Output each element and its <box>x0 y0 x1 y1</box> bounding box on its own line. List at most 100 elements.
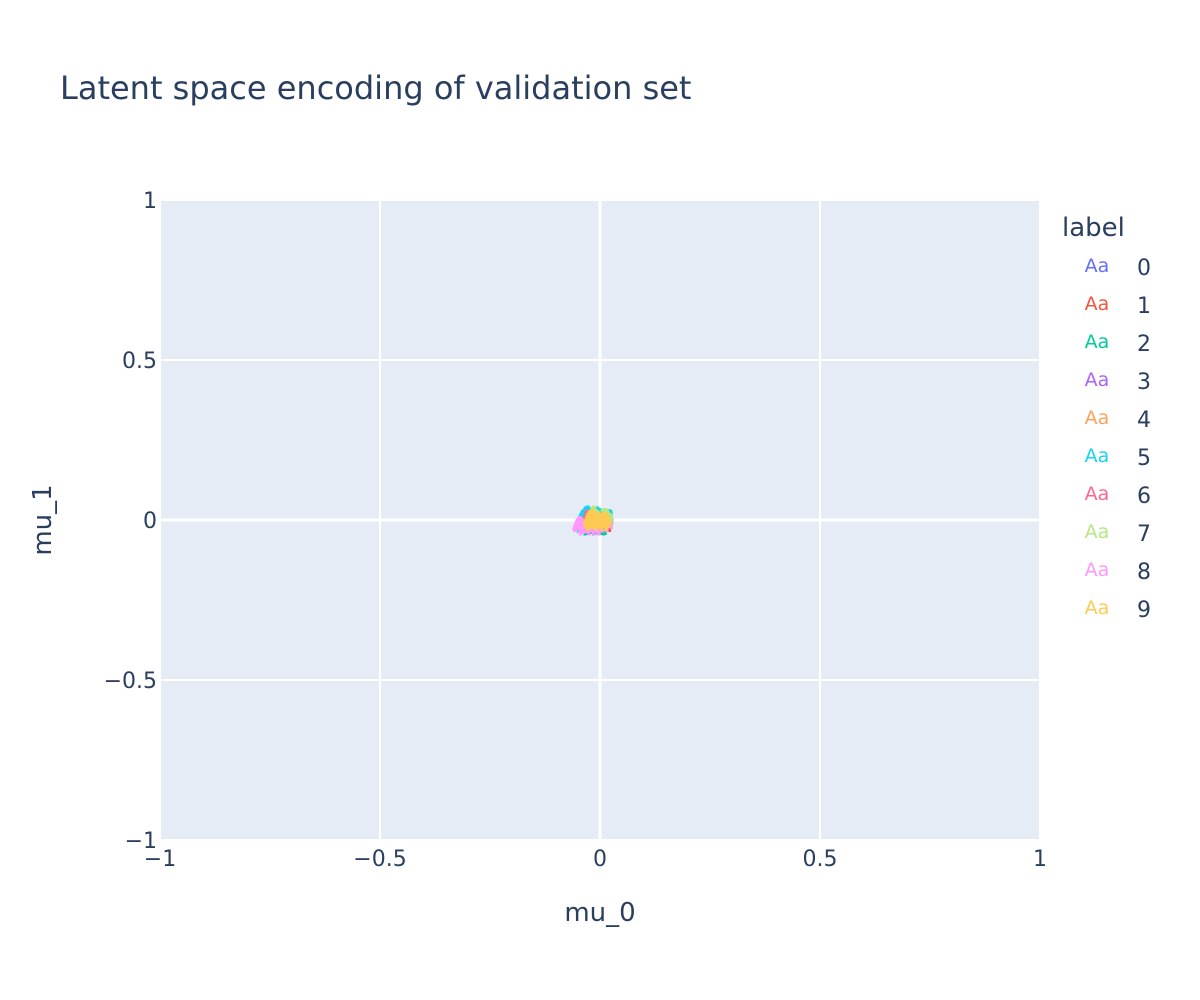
x-tick-label: −0.5 <box>353 847 406 872</box>
data-point-label-8: Aa <box>591 514 614 533</box>
legend-item-4[interactable]: Aa 4 <box>1085 407 1151 433</box>
legend-item-2[interactable]: Aa 2 <box>1085 331 1151 357</box>
data-point-label-7: Aa <box>588 502 611 521</box>
data-point-label-9: Aa <box>584 507 607 526</box>
data-point-label-9: Aa <box>588 513 611 532</box>
data-point-label-6: Aa <box>581 506 604 525</box>
legend-item-6[interactable]: Aa 6 <box>1085 483 1151 509</box>
data-point-label-6: Aa <box>583 508 606 527</box>
legend-label: 2 <box>1137 332 1151 357</box>
data-point-label-8: Aa <box>587 517 610 536</box>
data-point-label-4: Aa <box>589 509 612 528</box>
data-point-label-3: Aa <box>580 511 603 530</box>
data-point-label-0: Aa <box>585 506 608 525</box>
legend-item-8[interactable]: Aa 8 <box>1085 559 1151 585</box>
data-point-label-1: Aa <box>588 514 611 533</box>
data-point-label-8: Aa <box>573 517 596 536</box>
data-point-label-8: Aa <box>572 515 595 534</box>
data-point-label-9: Aa <box>587 507 610 526</box>
data-point-label-9: Aa <box>588 506 611 525</box>
data-point-label-3: Aa <box>579 508 602 527</box>
y-tick-label: 0 <box>143 509 157 534</box>
legend-label: 7 <box>1137 522 1151 547</box>
data-point-label-9: Aa <box>583 512 606 531</box>
legend-item-7[interactable]: Aa 7 <box>1085 521 1151 547</box>
data-point-label-2: Aa <box>579 516 602 535</box>
data-point-label-1: Aa <box>584 517 607 536</box>
legend-symbol: Aa <box>1085 331 1110 353</box>
data-point-label-4: Aa <box>590 511 613 530</box>
y-tick-label: 0.5 <box>122 349 157 374</box>
data-point-label-5: Aa <box>591 503 614 522</box>
data-point-label-0: Aa <box>580 508 603 527</box>
data-point-label-3: Aa <box>586 510 609 529</box>
data-point-label-4: Aa <box>584 505 607 524</box>
data-point-label-2: Aa <box>580 519 603 538</box>
data-point-label-9: Aa <box>586 511 609 530</box>
data-point-label-9: Aa <box>588 510 611 529</box>
data-point-label-7: Aa <box>587 503 610 522</box>
data-point-label-8: Aa <box>573 512 596 531</box>
data-point-label-6: Aa <box>585 513 608 532</box>
data-point-label-9: Aa <box>584 508 607 527</box>
y-tick-label: −1 <box>125 829 157 854</box>
data-point-label-7: Aa <box>588 508 611 527</box>
data-point-label-1: Aa <box>587 512 610 531</box>
legend-item-3[interactable]: Aa 3 <box>1085 369 1151 395</box>
legend-item-1[interactable]: Aa 1 <box>1085 293 1151 319</box>
legend: label Aa 0 Aa 1 Aa 2 Aa 3 Aa 4 Aa 5 Aa 6 Aa 7 Aa 8 Aa 9 <box>1062 213 1151 623</box>
data-point-label-8: Aa <box>579 521 602 540</box>
data-point-label-1: Aa <box>586 516 609 535</box>
data-point-label-5: Aa <box>581 502 604 521</box>
legend-symbol: Aa <box>1085 293 1110 315</box>
data-point-label-0: Aa <box>577 512 600 531</box>
data-point-label-1: Aa <box>589 517 612 536</box>
legend-symbol: Aa <box>1085 445 1110 467</box>
data-point-label-7: Aa <box>591 507 614 526</box>
legend-title: label <box>1062 213 1125 243</box>
x-tick-labels: −1 −0.5 0 0.5 1 <box>144 847 1047 872</box>
data-point-label-2: Aa <box>583 521 606 540</box>
data-point-label-9: Aa <box>589 512 612 531</box>
data-point-label-9: Aa <box>585 514 608 533</box>
y-tick-label: 1 <box>143 189 157 214</box>
data-point-label-4: Aa <box>587 507 610 526</box>
data-point-label-2: Aa <box>585 520 608 539</box>
x-tick-label: 0.5 <box>803 847 838 872</box>
legend-label: 1 <box>1137 294 1151 319</box>
data-point-label-7: Aa <box>592 510 615 529</box>
x-tick-label: 0 <box>593 847 607 872</box>
legend-symbol: Aa <box>1085 407 1110 429</box>
data-point-label-4: Aa <box>588 505 611 524</box>
legend-symbol: Aa <box>1085 597 1110 619</box>
y-axis-label: mu_1 <box>28 484 58 555</box>
legend-label: 5 <box>1137 446 1151 471</box>
legend-label: 6 <box>1137 484 1151 509</box>
y-tick-label: −0.5 <box>104 669 157 694</box>
grid <box>159 199 1041 841</box>
legend-label: 3 <box>1137 370 1151 395</box>
data-point-label-5: Aa <box>580 503 603 522</box>
legend-item-5[interactable]: Aa 5 <box>1085 445 1151 471</box>
data-point-label-8: Aa <box>575 514 598 533</box>
data-point-label-9: Aa <box>586 516 609 535</box>
legend-item-0[interactable]: Aa 0 <box>1085 255 1151 281</box>
legend-symbol: Aa <box>1085 255 1110 277</box>
legend-symbol: Aa <box>1085 369 1110 391</box>
data-point-label-8: Aa <box>577 519 600 538</box>
chart-title: Latent space encoding of validation set <box>60 69 691 107</box>
legend-label: 9 <box>1137 598 1151 623</box>
data-point-label-0: Aa <box>580 514 603 533</box>
legend-label: 4 <box>1137 408 1151 433</box>
legend-symbol: Aa <box>1085 521 1110 543</box>
y-tick-labels: −1 −0.5 0 0.5 1 <box>104 189 157 854</box>
data-point-label-9: Aa <box>582 510 605 529</box>
legend-item-9[interactable]: Aa 9 <box>1085 597 1151 623</box>
data-point-label-2: Aa <box>590 505 613 524</box>
data-point-label-0: Aa <box>583 504 606 523</box>
data-point-label-5: Aa <box>575 510 598 529</box>
x-tick-label: 1 <box>1033 847 1047 872</box>
data-point-label-1: Aa <box>585 515 608 534</box>
data-point-label-5: Aa <box>576 517 599 536</box>
